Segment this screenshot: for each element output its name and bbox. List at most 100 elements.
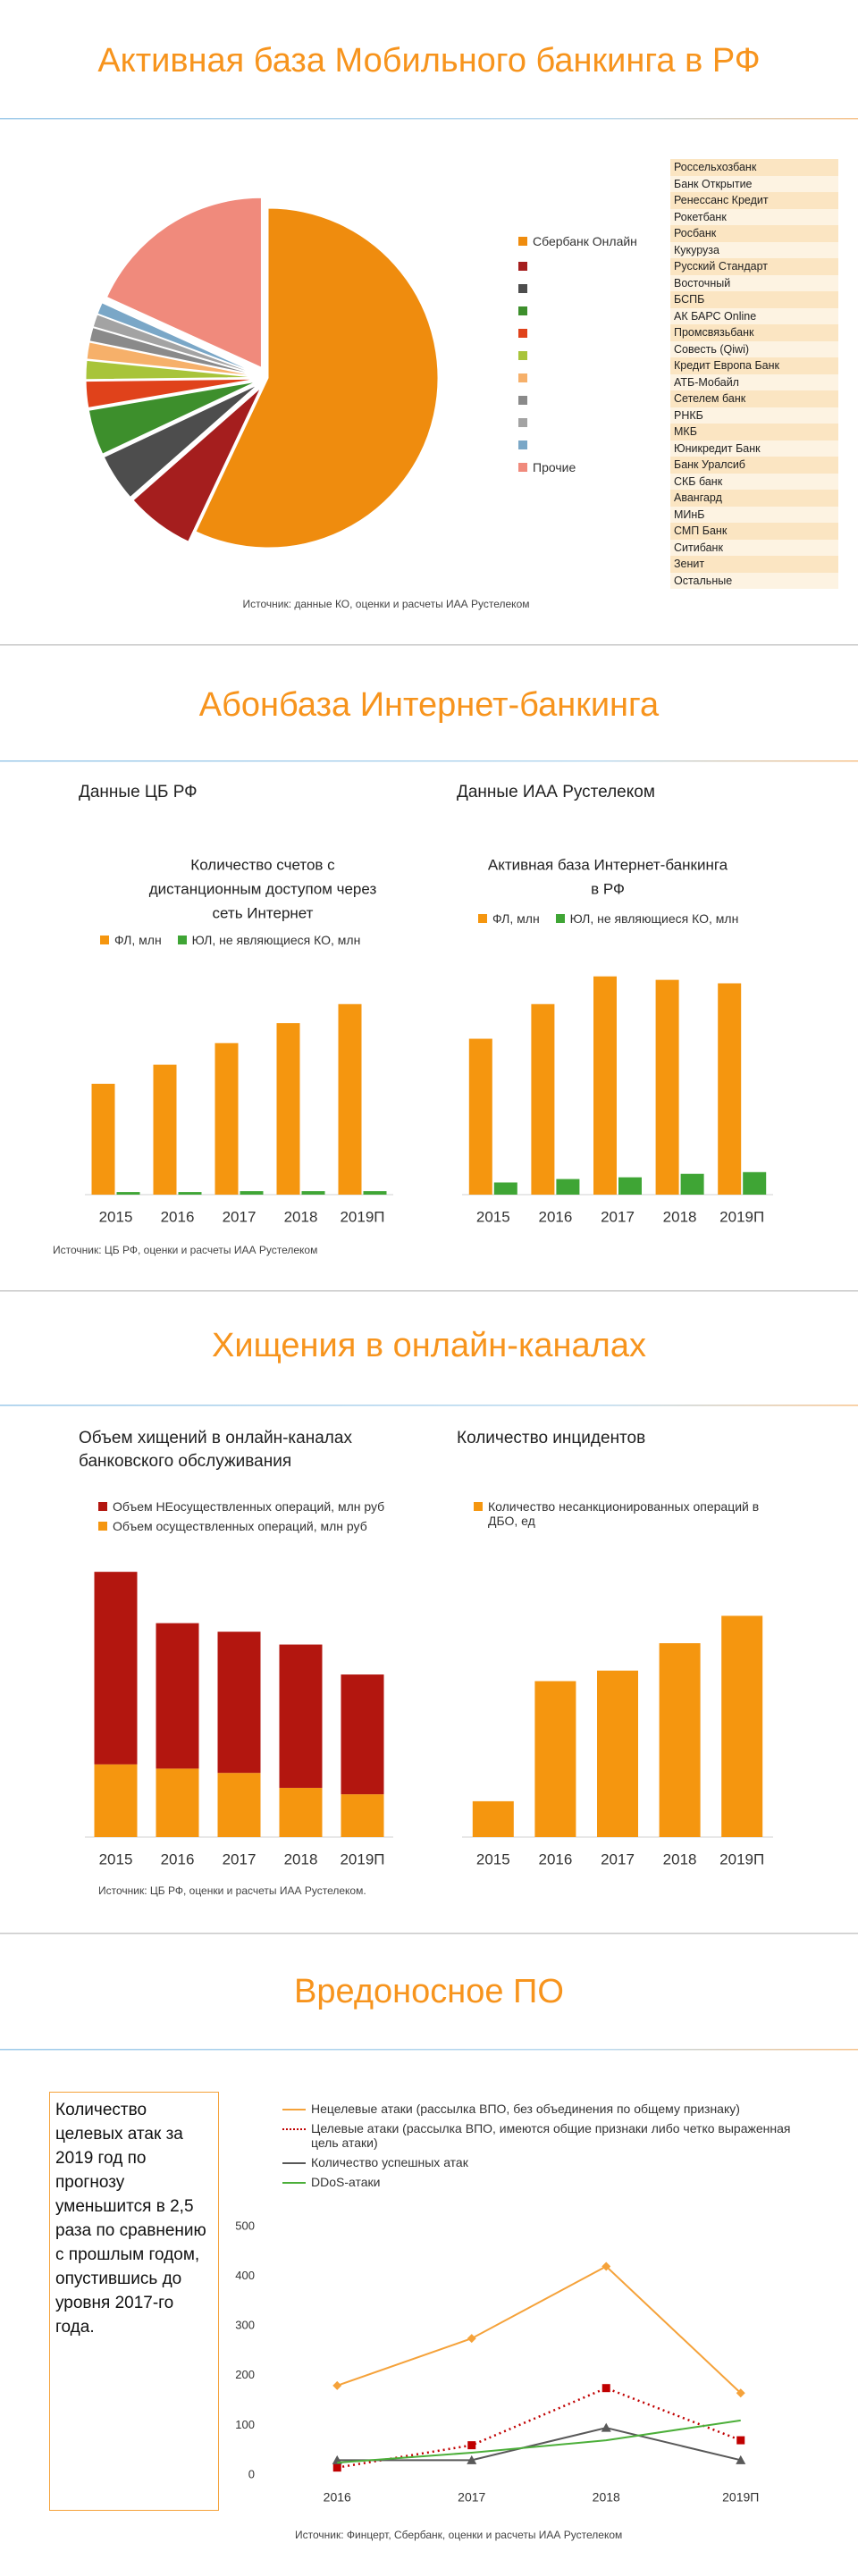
series-line xyxy=(337,2387,742,2469)
legend-item xyxy=(518,371,670,382)
legend-item: ФЛ, млн xyxy=(100,933,162,947)
x-tick-label: 2019П xyxy=(719,1850,764,1867)
y-tick-label: 500 xyxy=(235,2219,255,2232)
x-tick-label: 2016 xyxy=(161,1850,195,1867)
x-tick-label: 2018 xyxy=(663,1208,697,1225)
legend-item: DDoS-атаки xyxy=(282,2175,792,2189)
subheading: Данные ЦБ РФ xyxy=(79,783,198,801)
table-row: Сетелем банк xyxy=(670,390,838,407)
legend: Сбербанк Онлайн Прочие xyxy=(518,234,670,474)
legend-swatch xyxy=(518,306,527,315)
subheading: Количество инцидентов xyxy=(457,1429,646,1447)
bar-segment xyxy=(156,1768,199,1837)
legend-swatch xyxy=(555,914,565,923)
marker xyxy=(332,2380,342,2390)
legend-swatch xyxy=(518,237,527,246)
bar xyxy=(655,979,679,1195)
bar xyxy=(468,1038,492,1195)
pie-slice xyxy=(195,207,439,549)
pie-slice xyxy=(92,314,257,375)
table-row: Росбанк xyxy=(670,225,838,242)
chart-title: Количество счетов с xyxy=(190,856,335,873)
legend-item: Объем осуществленных операций, млн руб xyxy=(98,1519,420,1533)
legend-item: Количество несанкционированных операций … xyxy=(474,1499,769,1528)
table-row: СКБ банк xyxy=(670,473,838,490)
x-tick-label: 2019П xyxy=(340,1208,384,1225)
marker xyxy=(467,2441,476,2450)
legend-swatch xyxy=(518,441,527,449)
legend-label: ЮЛ, не являющиеся КО, млн xyxy=(569,911,739,926)
table-row: Рокетбанк xyxy=(670,208,838,225)
legend-swatch xyxy=(518,262,527,271)
bar xyxy=(531,1003,555,1195)
x-tick-label: 2016 xyxy=(538,1208,572,1225)
legend-swatch xyxy=(282,2162,306,2164)
marker xyxy=(736,2436,745,2445)
table-row: Остальные xyxy=(670,572,838,589)
pie-slice xyxy=(103,384,258,499)
legend-item xyxy=(518,259,670,271)
marker xyxy=(467,2334,476,2344)
legend-label: ФЛ, млн xyxy=(114,933,162,947)
legend-label: ЮЛ, не являющиеся КО, млн xyxy=(191,933,361,947)
legend-label: Нецелевые атаки (рассылка ВПО, без объед… xyxy=(311,2102,740,2116)
pie-slice xyxy=(105,197,262,369)
pie-slice xyxy=(132,387,262,542)
table-row: Ренессанс Кредит xyxy=(670,192,838,209)
note-box: Количество целевых атак за 2019 год по п… xyxy=(49,2092,219,2511)
table-row: Банк Открытие xyxy=(670,175,838,192)
bar xyxy=(363,1191,387,1195)
x-tick-label: 2016 xyxy=(538,1850,572,1867)
x-tick-label: 2017 xyxy=(601,1208,635,1225)
table-row: АТБ-Мобайл xyxy=(670,373,838,390)
series-line xyxy=(336,2265,742,2394)
x-tick-label: 2015 xyxy=(99,1208,133,1225)
source-note: Источник: данные КО, оценки и расчеты ИА… xyxy=(242,598,529,610)
marker xyxy=(736,2454,746,2464)
x-tick-label: 2015 xyxy=(476,1208,510,1225)
subheading: Данные ИАА Рустелеком xyxy=(457,783,655,801)
table-row: Кукуруза xyxy=(670,241,838,258)
x-tick-label: 2016 xyxy=(324,2490,351,2505)
legend-item: Количество успешных атак xyxy=(282,2155,792,2169)
title-rule xyxy=(0,2049,858,2051)
legend-item xyxy=(518,393,670,405)
y-tick-label: 400 xyxy=(235,2269,255,2282)
source-note: Источник: ЦБ РФ, оценки и расчеты ИАА Ру… xyxy=(53,1244,317,1256)
legend-item: Сбербанк Онлайн xyxy=(518,234,670,248)
legend-label: ФЛ, млн xyxy=(492,911,540,926)
title-rule xyxy=(0,1405,858,1406)
legend-item xyxy=(518,348,670,360)
legend-label: Объем НЕосуществленных операций, млн руб xyxy=(113,1499,385,1514)
bar xyxy=(680,1173,704,1195)
marker xyxy=(467,2454,477,2464)
series-line xyxy=(337,2419,741,2464)
table-row: МКБ xyxy=(670,424,838,441)
bar xyxy=(472,1800,514,1837)
x-tick-label: 2017 xyxy=(223,1208,257,1225)
pie-slice xyxy=(85,378,257,408)
bar-segment xyxy=(279,1644,323,1788)
marker xyxy=(332,2463,341,2472)
bar xyxy=(493,1182,517,1195)
legend-swatch xyxy=(518,373,527,382)
bar xyxy=(301,1191,325,1195)
legend-swatch xyxy=(478,914,487,923)
legend-swatch xyxy=(282,2182,306,2184)
bar xyxy=(534,1681,576,1837)
y-tick-label: 300 xyxy=(235,2319,255,2332)
bar-segment xyxy=(217,1773,261,1837)
table-row: Восточный xyxy=(670,274,838,291)
bar xyxy=(718,983,742,1195)
legend-label: Объем осуществленных операций, млн руб xyxy=(113,1519,367,1533)
x-tick-label: 2018 xyxy=(593,2490,620,2505)
x-tick-label: 2019П xyxy=(719,1208,764,1225)
section-title: Активная база Мобильного банкинга в РФ xyxy=(97,42,760,80)
section-title: Вредоносное ПО xyxy=(294,1973,564,2010)
chart-title: сеть Интернет xyxy=(213,904,314,921)
legend: Количество несанкционированных операций … xyxy=(474,1499,769,1528)
legend-swatch xyxy=(282,2128,306,2130)
x-tick-label: 2018 xyxy=(284,1208,318,1225)
table-row: Банк Уралсиб xyxy=(670,457,838,474)
